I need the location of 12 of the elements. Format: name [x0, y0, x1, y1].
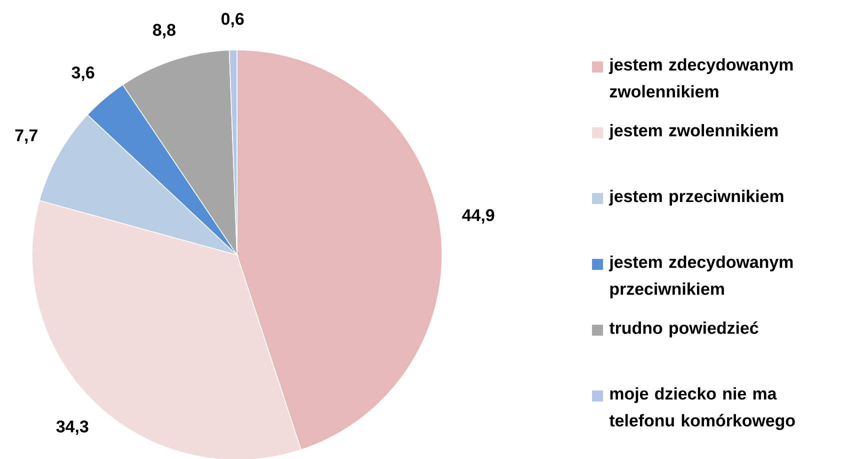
legend-label: trudno powiedzieć: [609, 321, 758, 338]
data-label: 7,7: [15, 130, 38, 144]
data-label: 44,9: [462, 209, 494, 224]
data-label: 8,8: [152, 24, 176, 38]
legend-label: jestem zwolennikiem: [608, 124, 778, 140]
legend-label: jestem zdecydowanym przeciwnikiem: [608, 256, 793, 298]
data-label: 3,6: [72, 66, 94, 81]
legend-label: jestem zdecydowanym zwolennikiem: [608, 58, 793, 98]
legend-label: jestem przeciwnikiem: [608, 190, 784, 206]
data-label: 0,6: [221, 12, 244, 28]
data-label: 34,3: [56, 420, 88, 435]
legend-label: moje dziecko nie ma telefonu komórkowego: [609, 387, 795, 430]
